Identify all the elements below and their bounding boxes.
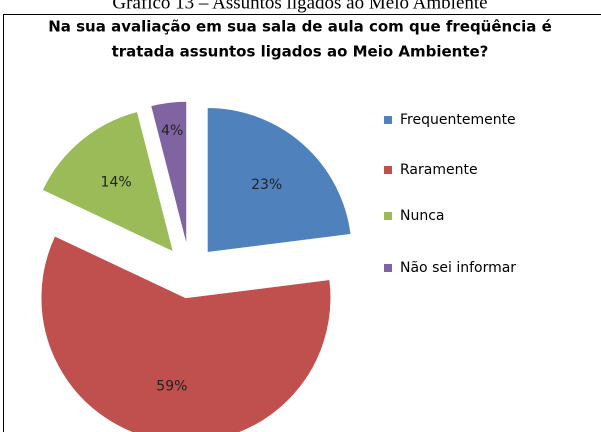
data-label: 14% — [101, 175, 132, 191]
chart-frame — [3, 14, 601, 432]
pie-slice — [40, 235, 332, 432]
legend-label: Não sei informar — [400, 260, 516, 276]
pie-slice — [41, 110, 175, 253]
legend-swatch — [384, 264, 392, 272]
legend-label: Raramente — [400, 162, 478, 178]
legend-swatch — [384, 212, 392, 220]
chart-title: tratada assuntos ligados ao Meio Ambient… — [112, 43, 489, 61]
data-label: 4% — [161, 123, 183, 139]
pie-slice — [206, 106, 352, 254]
data-label: 59% — [156, 378, 187, 394]
pie-slice — [150, 100, 188, 247]
legend-swatch — [384, 166, 392, 174]
data-label: 23% — [251, 177, 282, 193]
legend-label: Nunca — [400, 208, 445, 224]
legend-label: Frequentemente — [400, 112, 516, 128]
legend-swatch — [384, 116, 392, 124]
caption: Gráfico 13 – Assuntos ligados ao Meio Am… — [112, 0, 487, 13]
chart-title: Na sua avaliação em sua sala de aula com… — [48, 18, 552, 36]
